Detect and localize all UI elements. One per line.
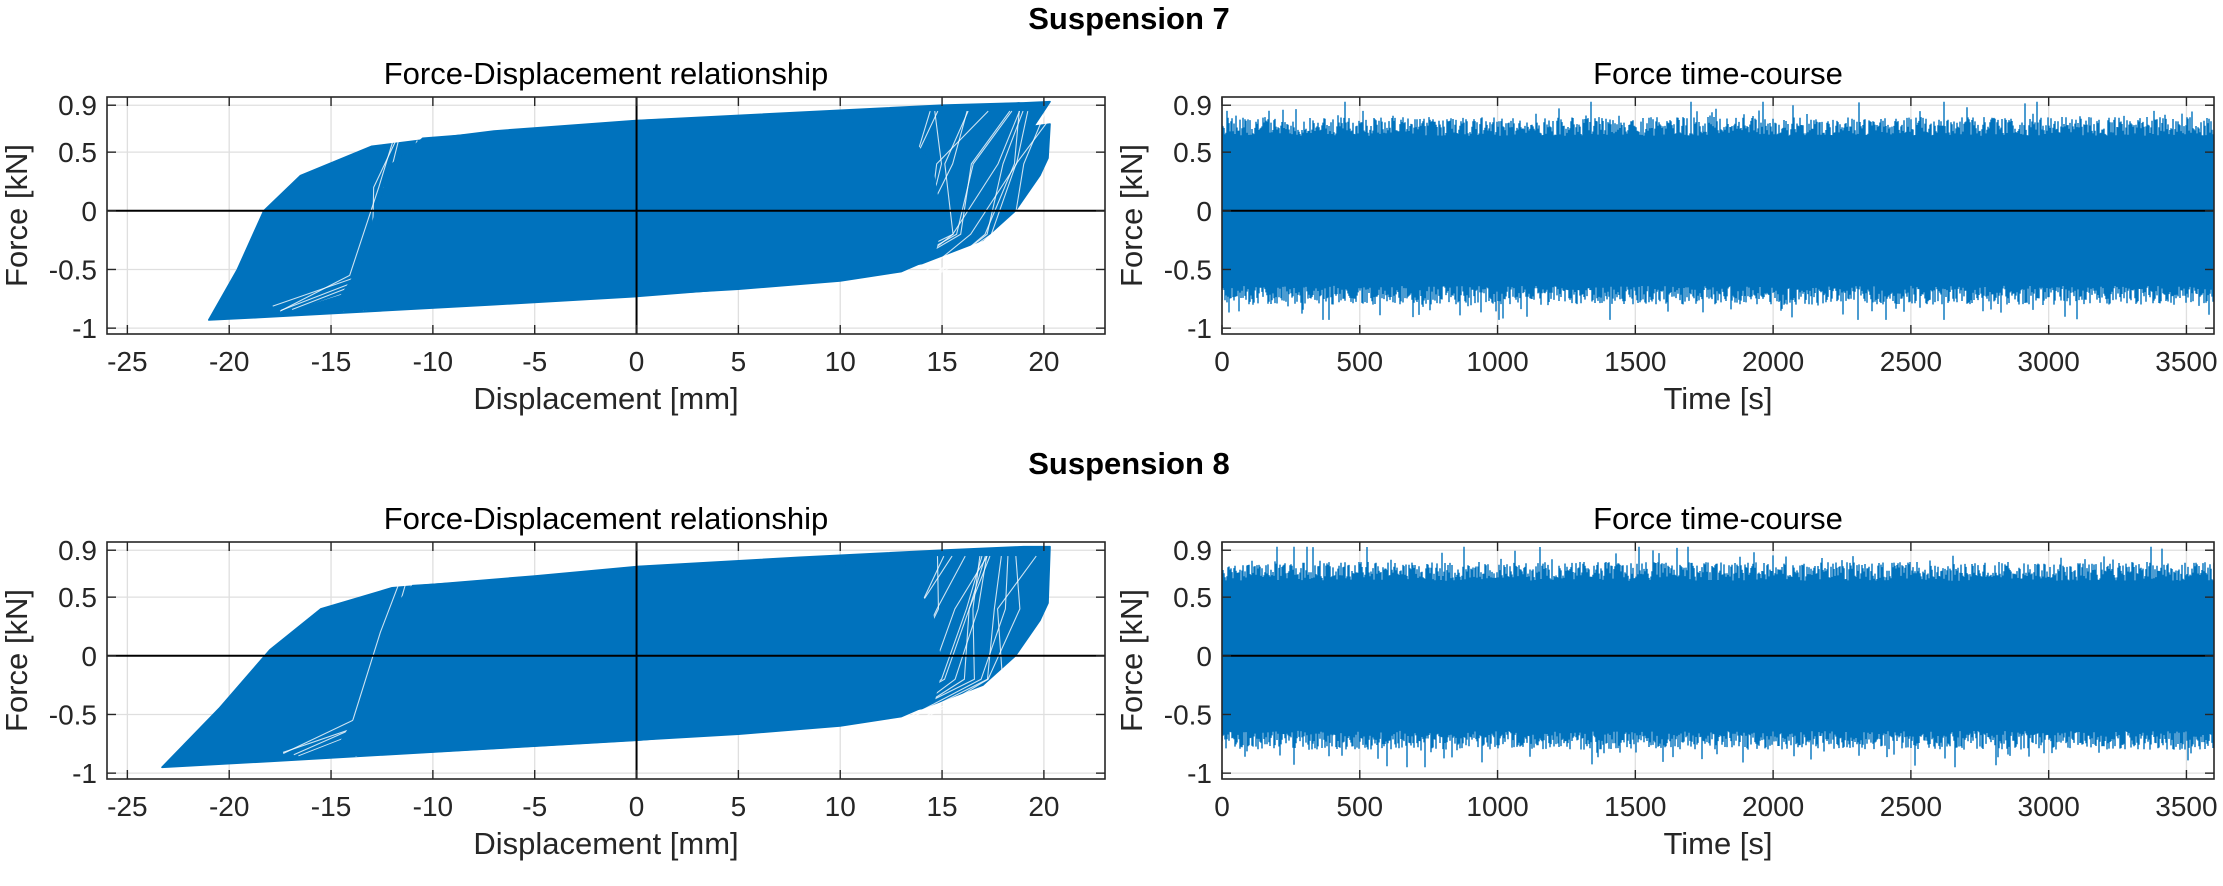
series-force (161, 545, 1051, 769)
x-tick-label: 5 (731, 791, 747, 822)
x-tick-label: 15 (926, 791, 957, 822)
axes-box (106, 541, 1106, 780)
panel-title: Force time-course (1593, 56, 1843, 91)
panel-title: Force-Displacement relationship (384, 501, 829, 536)
x-axis-label: Time [s] (1663, 826, 1772, 861)
y-axis-label: Force [kN] (0, 589, 34, 732)
y-tick-label: -0.5 (49, 699, 97, 730)
suptitle-suspension-8: Suspension 8 (1028, 446, 1230, 481)
x-tick-label: 500 (1336, 791, 1383, 822)
y-tick-label: -0.5 (1164, 254, 1212, 285)
x-tick-label: 1500 (1604, 346, 1666, 377)
x-tick-label: 0 (629, 791, 645, 822)
x-tick-label: -5 (522, 346, 547, 377)
x-tick-label: 0 (629, 346, 645, 377)
x-tick-label: -5 (522, 791, 547, 822)
x-tick-label: 3500 (2155, 791, 2217, 822)
suptitle-suspension-7: Suspension 7 (1028, 1, 1230, 36)
x-tick-label: 20 (1028, 346, 1059, 377)
y-axis-label: Force [kN] (0, 144, 34, 287)
y-tick-label: 0.9 (1173, 535, 1212, 566)
x-tick-label: 1500 (1604, 791, 1666, 822)
y-tick-label: 0 (1196, 196, 1212, 227)
hysteresis-gap-right (938, 110, 1047, 275)
y-tick-label: -1 (1187, 313, 1212, 344)
x-tick-label: 2000 (1742, 791, 1804, 822)
y-tick-label: -0.5 (1164, 699, 1212, 730)
y-tick-label: 0.9 (58, 90, 97, 121)
y-tick-label: -1 (1187, 758, 1212, 789)
x-tick-label: 3500 (2155, 346, 2217, 377)
hysteresis-gap-right (930, 555, 1037, 716)
x-tick-label: -20 (209, 346, 249, 377)
y-tick-label: 0.5 (58, 137, 97, 168)
x-tick-label: 2000 (1742, 346, 1804, 377)
x-tick-label: 2500 (1880, 791, 1942, 822)
panel-title: Force-Displacement relationship (384, 56, 829, 91)
x-tick-label: -20 (209, 791, 249, 822)
x-tick-label: 0 (1214, 346, 1230, 377)
y-tick-label: 0 (81, 641, 97, 672)
hysteresis-envelope (269, 546, 1024, 761)
x-axis-label: Time [s] (1663, 381, 1772, 416)
x-tick-label: -15 (311, 791, 351, 822)
x-tick-label: 15 (926, 346, 957, 377)
hysteresis-gap-right (910, 556, 1009, 717)
y-tick-label: 0.9 (1173, 90, 1212, 121)
axes-box (1221, 541, 2215, 780)
panel-3: -25 -20 -15 -10 -5 0 5 10 15 20 -1 -0.5 0 0.5 0.9 Force… (0, 501, 1106, 861)
x-axis-label: Displacement [mm] (473, 381, 738, 416)
x-tick-label: 1000 (1466, 791, 1528, 822)
y-tick-label: 0.5 (58, 582, 97, 613)
y-tick-label: 0.5 (1173, 582, 1212, 613)
y-tick-label: -0.5 (49, 254, 97, 285)
y-axis-label: Force [kN] (1114, 144, 1149, 287)
x-tick-label: 500 (1336, 346, 1383, 377)
hysteresis-gap-left (283, 585, 399, 754)
panel-2: 0 500 1000 1500 2000 2500 3000 3500 -1 -0.5 0 0.5 0.… (1114, 56, 2218, 416)
hysteresis-gap-right (923, 556, 1021, 719)
hysteresis-gap-right (934, 110, 1024, 276)
panels: -25 -20 -15 -10 -5 0 5 10 15 20-1-0.500.50.9Force… (0, 56, 2218, 861)
y-tick-label: -1 (72, 758, 97, 789)
hysteresis-gap-right (913, 556, 1002, 717)
x-tick-label: 0 (1214, 791, 1230, 822)
hysteresis-gap-right (925, 110, 1029, 272)
panel-title: Force time-course (1593, 501, 1843, 536)
x-tick-label: 1000 (1466, 346, 1528, 377)
y-tick-label: 0.5 (1173, 137, 1212, 168)
x-tick-label: 2500 (1880, 346, 1942, 377)
x-tick-label: 5 (731, 346, 747, 377)
panel-1: -25 -20 -15 -10 -5 0 5 10 15 20 -1 -0.5 0 0.5 0.9 Force… (0, 56, 1106, 416)
x-tick-label: -25 (107, 346, 147, 377)
x-tick-label: -15 (311, 346, 351, 377)
x-tick-label: 20 (1028, 791, 1059, 822)
y-axis-label: Force [kN] (1114, 589, 1149, 732)
x-tick-label: 10 (825, 346, 856, 377)
hysteresis-gap-right (934, 110, 1056, 274)
y-tick-label: 0 (81, 196, 97, 227)
axes-box (106, 96, 1106, 335)
hysteresis-gap-left (279, 140, 394, 312)
x-tick-label: 10 (825, 791, 856, 822)
y-tick-label: 0 (1196, 641, 1212, 672)
x-tick-label: -10 (413, 791, 453, 822)
x-tick-label: -10 (413, 346, 453, 377)
axes-box (1221, 96, 2215, 335)
y-tick-label: -1 (72, 313, 97, 344)
x-tick-label: 3000 (2018, 346, 2080, 377)
panel-4: 0 500 1000 1500 2000 2500 3000 3500 -1 -0.5 0 0.5 0.… (1114, 501, 2218, 861)
x-tick-label: -25 (107, 791, 147, 822)
x-axis-label: Displacement [mm] (473, 826, 738, 861)
x-tick-label: 3000 (2018, 791, 2080, 822)
y-tick-label: 0.9 (58, 535, 97, 566)
